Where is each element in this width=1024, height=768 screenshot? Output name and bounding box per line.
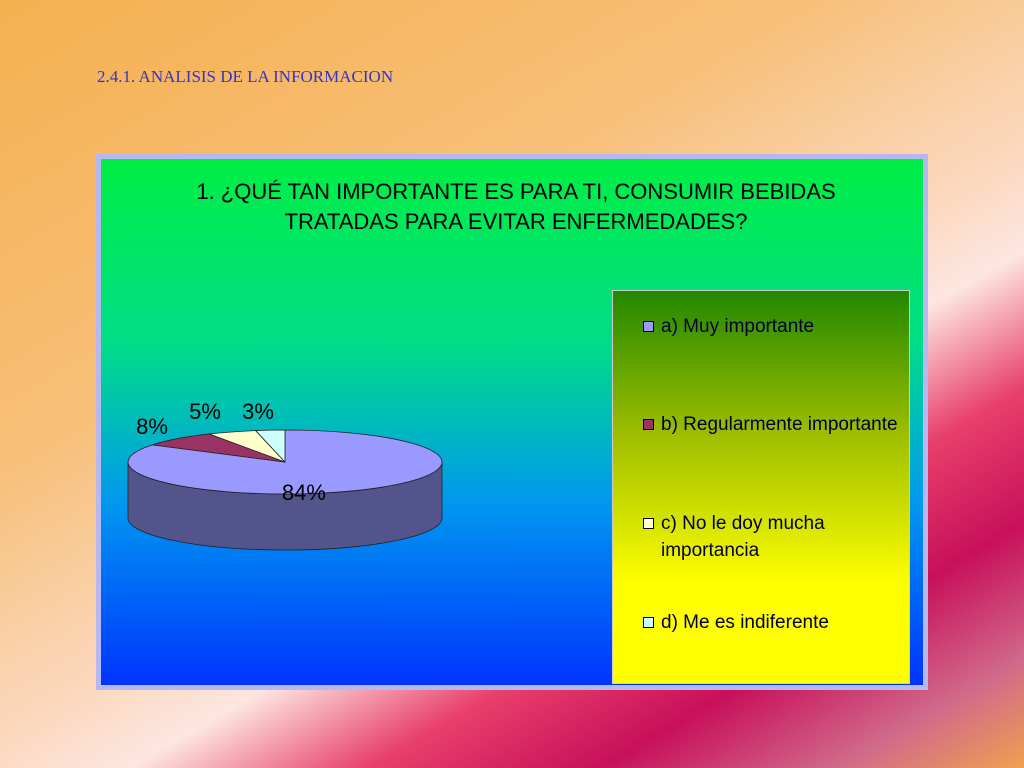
legend-swatch <box>643 419 654 430</box>
legend-item: c) No le doy mucha importancia <box>643 510 911 564</box>
legend-item: a) Muy importante <box>643 313 911 340</box>
legend: a) Muy importante b) Regularmente importa… <box>612 290 910 684</box>
legend-label: a) Muy importante <box>661 316 815 337</box>
legend-label: b) Regularmente importante <box>661 414 898 435</box>
data-label: 8% <box>136 414 168 439</box>
legend-item: b) Regularmente importante <box>643 411 911 438</box>
data-label: 3% <box>242 399 274 424</box>
legend-swatch <box>643 321 654 332</box>
legend-label: c) No le doy mucha importancia <box>661 513 825 561</box>
legend-label: d) Me es indiferente <box>661 612 829 633</box>
legend-swatch <box>643 617 654 628</box>
chart-title: 1. ¿QUÉ TAN IMPORTANTE ES PARA TI, CONSU… <box>196 179 836 234</box>
heading: 2.4.1. ANALISIS DE LA INFORMACION <box>97 67 394 86</box>
slice <box>254 429 286 464</box>
legend-item: d) Me es indiferente <box>643 609 911 636</box>
chart-frame: 1. ¿QUÉ TAN IMPORTANTE ES PARA TI, CONSU… <box>96 154 928 690</box>
data-label: 84% <box>282 480 326 505</box>
data-label: 5% <box>189 399 221 424</box>
legend-swatch <box>643 518 654 529</box>
